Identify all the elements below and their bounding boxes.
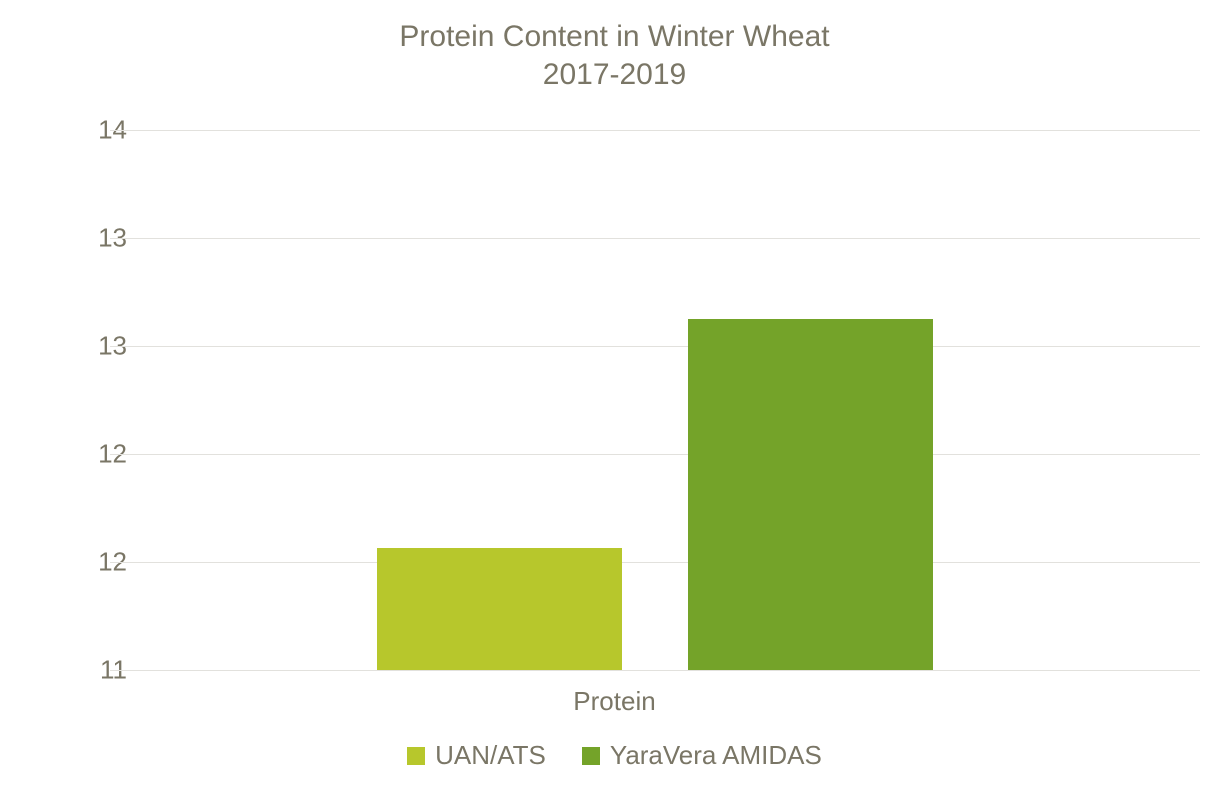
chart-title-line1: Protein Content in Winter Wheat xyxy=(399,20,829,53)
bar-yaravera-amidas xyxy=(688,319,933,670)
legend-swatch xyxy=(407,747,425,765)
legend-item-yaravera-amidas: YaraVera AMIDAS xyxy=(582,740,822,771)
legend-item-uan-ats: UAN/ATS xyxy=(407,740,546,771)
gridline xyxy=(110,130,1200,131)
legend-label: YaraVera AMIDAS xyxy=(610,740,822,771)
chart-container: Protein Content in Winter Wheat 2017-201… xyxy=(0,0,1229,806)
gridline xyxy=(110,238,1200,239)
gridline xyxy=(110,562,1200,563)
legend-swatch xyxy=(582,747,600,765)
legend-label: UAN/ATS xyxy=(435,740,546,771)
chart-title: Protein Content in Winter Wheat 2017-201… xyxy=(0,18,1229,93)
gridline xyxy=(110,346,1200,347)
bar-uan-ats xyxy=(377,548,622,670)
legend: UAN/ATS YaraVera AMIDAS xyxy=(0,740,1229,771)
gridline xyxy=(110,454,1200,455)
x-axis-label: Protein xyxy=(0,686,1229,717)
plot-area xyxy=(110,130,1200,670)
chart-title-line2: 2017-2019 xyxy=(543,58,686,91)
gridline xyxy=(110,670,1200,671)
